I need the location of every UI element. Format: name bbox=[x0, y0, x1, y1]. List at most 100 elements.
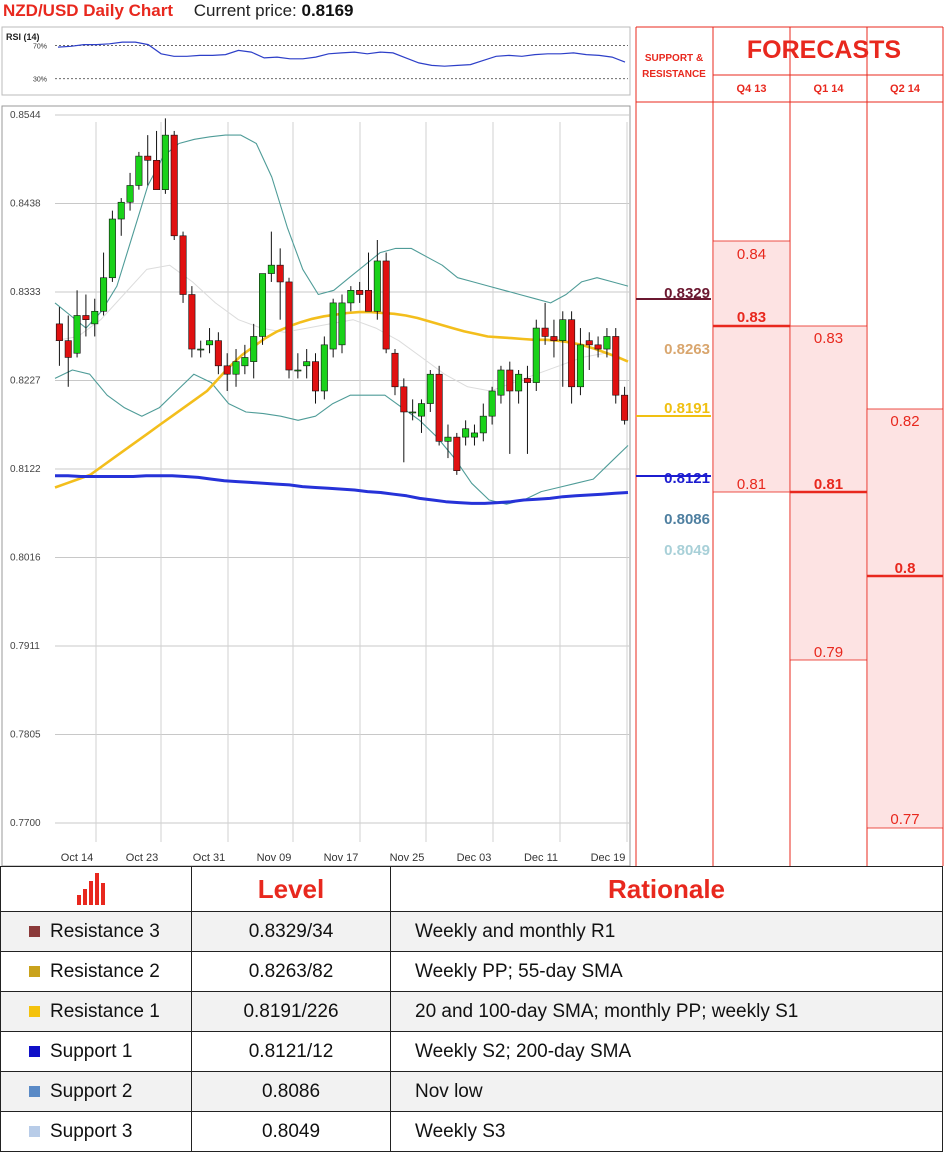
level-name-cell: Support 1 bbox=[0, 1031, 192, 1072]
x-tick-label: Oct 23 bbox=[126, 852, 158, 864]
forecast-high-label: 0.82 bbox=[890, 413, 919, 430]
forecast-range-band bbox=[712, 240, 791, 493]
level-value: 0.8263/82 bbox=[191, 951, 391, 992]
y-tick-label: 0.8122 bbox=[10, 464, 41, 475]
forecast-main-label: 0.83 bbox=[737, 309, 766, 326]
level-rationale: Weekly S2; 200-day SMA bbox=[390, 1031, 943, 1072]
table-row: Resistance 3 0.8329/34 Weekly and monthly … bbox=[0, 911, 943, 952]
table-row: Support 3 0.8049 Weekly S3 bbox=[0, 1111, 943, 1152]
candlestick bbox=[294, 353, 302, 379]
rationale-header: Rationale bbox=[390, 866, 943, 912]
candlestick bbox=[170, 130, 178, 240]
candlestick bbox=[426, 370, 434, 412]
level-value: 0.8121/12 bbox=[191, 1031, 391, 1072]
candle-body bbox=[479, 415, 487, 434]
candlestick bbox=[559, 311, 567, 387]
level-rationale: Nov low bbox=[390, 1071, 943, 1112]
candlestick bbox=[197, 340, 205, 358]
candle-body bbox=[188, 294, 196, 350]
candle-body bbox=[400, 386, 408, 413]
level-rationale: Weekly S3 bbox=[390, 1111, 943, 1152]
candle-body bbox=[64, 340, 72, 358]
candlestick bbox=[568, 311, 576, 404]
candle-body bbox=[153, 159, 161, 190]
forecast-column-label: Q1 14 bbox=[814, 83, 845, 95]
candlestick bbox=[417, 399, 425, 433]
candle-body bbox=[91, 310, 99, 325]
candle-body bbox=[470, 432, 478, 438]
candlestick bbox=[585, 332, 593, 371]
candlestick bbox=[532, 319, 540, 391]
level-value: 0.8049 bbox=[191, 1111, 391, 1152]
candle-body bbox=[329, 302, 337, 350]
candlestick bbox=[126, 172, 134, 211]
level-name-cell: Support 2 bbox=[0, 1071, 192, 1112]
y-tick-label: 0.7805 bbox=[10, 730, 41, 741]
candle-body bbox=[382, 260, 390, 350]
candle-body bbox=[135, 155, 143, 186]
x-tick-label: Nov 17 bbox=[324, 852, 359, 864]
y-tick-label: 0.8333 bbox=[10, 287, 41, 298]
candlestick bbox=[470, 424, 478, 446]
level-name: Support 3 bbox=[50, 1120, 133, 1142]
candlestick bbox=[364, 252, 372, 312]
candlestick bbox=[612, 328, 620, 404]
candle-body bbox=[426, 373, 434, 404]
forecast-low-label: 0.77 bbox=[890, 811, 919, 828]
candle-body bbox=[356, 290, 364, 295]
level-color-swatch bbox=[29, 1085, 40, 1097]
candle-body bbox=[100, 277, 108, 312]
rsi-tick-label: 30% bbox=[33, 77, 47, 84]
level-color-swatch bbox=[29, 925, 40, 937]
candle-body bbox=[515, 373, 523, 392]
rsi-frame bbox=[1, 26, 631, 96]
candlestick bbox=[214, 332, 222, 375]
candle-body bbox=[506, 369, 514, 392]
candle-body bbox=[594, 344, 602, 350]
candlestick bbox=[223, 353, 231, 391]
candlestick bbox=[391, 349, 399, 396]
candlestick bbox=[135, 151, 143, 190]
y-tick-label: 0.8227 bbox=[10, 376, 41, 387]
candlestick bbox=[444, 424, 452, 459]
candlestick bbox=[188, 286, 196, 358]
candlestick bbox=[117, 198, 125, 236]
candlestick bbox=[82, 294, 90, 337]
level-color-swatch bbox=[29, 1045, 40, 1057]
rsi-panel: RSI (14)70% 30% bbox=[1, 26, 631, 96]
level-value: 0.8329/34 bbox=[191, 911, 391, 952]
candle-body bbox=[214, 340, 222, 367]
candle-body bbox=[223, 365, 231, 375]
candlestick bbox=[320, 336, 328, 400]
x-tick-label: Oct 14 bbox=[61, 852, 93, 864]
sr-level-label: 0.8086 bbox=[664, 511, 710, 528]
level-color-swatch bbox=[29, 1005, 40, 1017]
candlestick bbox=[100, 252, 108, 316]
candlestick bbox=[285, 277, 293, 379]
candlestick bbox=[594, 336, 602, 358]
y-tick-label: 0.7911 bbox=[10, 641, 40, 652]
candlestick bbox=[153, 130, 161, 190]
candlestick bbox=[206, 328, 214, 354]
candle-body bbox=[550, 336, 558, 341]
table-row: Support 2 0.8086 Nov low bbox=[0, 1071, 943, 1112]
candlestick bbox=[312, 353, 320, 404]
candle-body bbox=[532, 327, 540, 383]
candlestick bbox=[541, 302, 549, 345]
candle-body bbox=[232, 361, 240, 375]
candlestick bbox=[303, 349, 311, 379]
levels-table: Level Rationale Resistance 3 0.8329/34 Wee… bbox=[0, 866, 943, 1152]
candle-body bbox=[541, 327, 549, 337]
level-name-cell: Resistance 2 bbox=[0, 951, 192, 992]
candle-body bbox=[179, 235, 187, 295]
candle-body bbox=[559, 319, 567, 341]
candle-body bbox=[312, 361, 320, 392]
forecast-column-label: Q2 14 bbox=[890, 83, 921, 95]
candlestick bbox=[241, 344, 249, 375]
x-tick-label: Dec 11 bbox=[524, 852, 558, 864]
x-tick-label: Nov 25 bbox=[390, 852, 425, 864]
candlestick bbox=[462, 420, 470, 446]
rsi-line bbox=[57, 41, 626, 67]
candlestick bbox=[523, 365, 531, 454]
candle-body bbox=[523, 378, 531, 383]
